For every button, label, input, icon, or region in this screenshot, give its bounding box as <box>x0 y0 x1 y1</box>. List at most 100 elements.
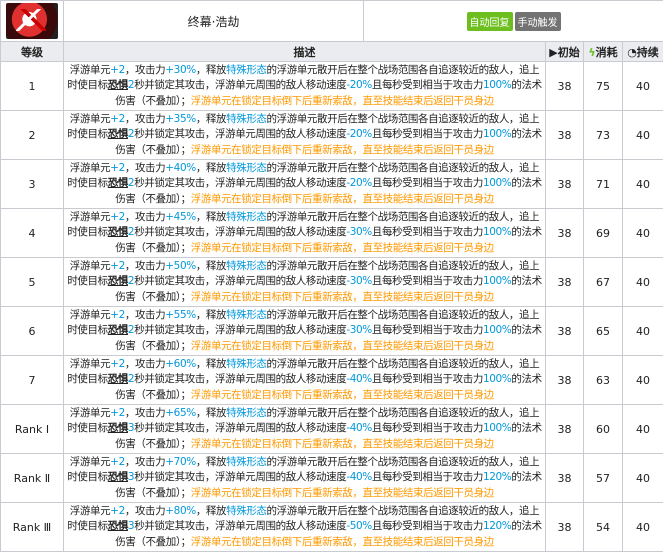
duration: 40 <box>622 306 663 356</box>
header-desc: 描述 <box>63 41 546 62</box>
description-cell: 浮游单元+2，攻击力+50%，释放特殊形态的浮游单元散开后在整个战场范围各自追逐… <box>63 257 546 307</box>
desc-text: 的浮游单元散开后在整个战场范围各自追逐较近的敌人，追上时使目标 <box>67 63 540 92</box>
damage-value: 120% <box>482 520 512 533</box>
desc-text: 秒并锁定其攻击，浮游单元周围的敌人移动速度 <box>134 79 347 92</box>
desc-text: ，攻击力 <box>124 357 166 370</box>
skill-header-row: 终幕·浩劫 自动回复 手动触发 <box>0 0 663 42</box>
initial-sp: 38 <box>545 355 584 405</box>
fear-link: 恐惧 <box>107 471 129 484</box>
header-initial: ▶初始 <box>545 41 584 62</box>
initial-sp: 38 <box>545 453 584 503</box>
retarget-note: 浮游单元在锁定目标倒下后重新索敌，直至技能结束后返回干员身边 <box>190 388 494 401</box>
initial-sp: 38 <box>545 159 584 209</box>
sp-cost: 57 <box>583 453 623 503</box>
desc-text: 秒并锁定其攻击，浮游单元周围的敌人移动速度 <box>134 373 347 386</box>
desc-text: ，攻击力 <box>124 455 166 468</box>
desc-text: ，释放 <box>195 112 227 125</box>
duration: 40 <box>622 61 663 111</box>
desc-text: ，攻击力 <box>124 259 166 272</box>
desc-text: 的浮游单元散开后在整个战场范围各自追逐较近的敌人，追上时使目标 <box>67 112 540 141</box>
slow-value: -30% <box>346 324 372 337</box>
play-icon: ▶ <box>549 45 558 59</box>
damage-value: 100% <box>482 422 512 435</box>
desc-text: ，攻击力 <box>124 210 166 223</box>
fear-duration: 2 <box>127 324 135 337</box>
desc-text: 的法术伤害（不叠加）； <box>115 520 542 548</box>
initial-sp: 38 <box>545 208 584 258</box>
level-cell: 1 <box>0 61 64 111</box>
header-duration: ◔持续 <box>622 41 663 62</box>
fear-duration: 3 <box>127 422 135 435</box>
unit-count: +2 <box>110 161 125 174</box>
desc-text: 秒并锁定其攻击，浮游单元周围的敌人移动速度 <box>134 471 347 484</box>
atk-bonus: +40% <box>165 161 196 174</box>
unit-count: +2 <box>110 504 125 517</box>
sp-cost: 75 <box>583 61 623 111</box>
desc-text: 且每秒受到相当于攻击力 <box>371 324 484 337</box>
desc-text: ，释放 <box>195 161 227 174</box>
desc-text: 且每秒受到相当于攻击力 <box>371 226 484 239</box>
desc-text: ，攻击力 <box>124 161 166 174</box>
header-cost: ϟ消耗 <box>583 41 623 62</box>
desc-text: 且每秒受到相当于攻击力 <box>371 422 484 435</box>
table-row: 2 浮游单元+2，攻击力+35%，释放特殊形态的浮游单元散开后在整个战场范围各自追… <box>0 110 663 160</box>
table-row: Rank Ⅱ 浮游单元+2，攻击力+70%，释放特殊形态的浮游单元散开后在整个战场… <box>0 453 663 503</box>
desc-text: 且每秒受到相当于攻击力 <box>371 79 484 92</box>
initial-sp: 38 <box>545 306 584 356</box>
duration: 40 <box>622 355 663 405</box>
duration: 40 <box>622 502 663 552</box>
retarget-note: 浮游单元在锁定目标倒下后重新索敌，直至技能结束后返回干员身边 <box>190 94 494 107</box>
desc-text: 的浮游单元散开后在整个战场范围各自追逐较近的敌人，追上时使目标 <box>67 357 540 386</box>
desc-text: 的浮游单元散开后在整个战场范围各自追逐较近的敌人，追上时使目标 <box>67 210 540 239</box>
column-headers: 等级 描述 ▶初始 ϟ消耗 ◔持续 <box>0 41 663 62</box>
damage-value: 100% <box>482 275 512 288</box>
special-form-link: 特殊形态 <box>226 455 267 468</box>
level-cell: Rank Ⅰ <box>0 404 64 454</box>
fear-link: 恐惧 <box>107 128 129 141</box>
initial-sp: 38 <box>545 502 584 552</box>
duration: 40 <box>622 404 663 454</box>
special-form-link: 特殊形态 <box>226 308 267 321</box>
level-cell: 2 <box>0 110 64 160</box>
atk-bonus: +80% <box>165 504 196 517</box>
desc-text: 浮游单元 <box>69 259 111 272</box>
desc-text: 浮游单元 <box>69 112 111 125</box>
retarget-note: 浮游单元在锁定目标倒下后重新索敌，直至技能结束后返回干员身边 <box>190 192 494 205</box>
sp-cost: 73 <box>583 110 623 160</box>
fear-duration: 2 <box>127 128 135 141</box>
desc-text: 秒并锁定其攻击，浮游单元周围的敌人移动速度 <box>134 177 347 190</box>
desc-text: 浮游单元 <box>69 308 111 321</box>
level-cell: 3 <box>0 159 64 209</box>
desc-text: 的浮游单元散开后在整个战场范围各自追逐较近的敌人，追上时使目标 <box>67 406 540 435</box>
initial-sp: 38 <box>545 257 584 307</box>
unit-count: +2 <box>110 357 125 370</box>
damage-value: 100% <box>482 128 512 141</box>
retarget-note: 浮游单元在锁定目标倒下后重新索敌，直至技能结束后返回干员身边 <box>190 339 494 352</box>
special-form-link: 特殊形态 <box>226 259 267 272</box>
desc-text: 浮游单元 <box>69 63 111 76</box>
slow-value: -20% <box>346 79 372 92</box>
desc-text: 秒并锁定其攻击，浮游单元周围的敌人移动速度 <box>134 520 347 533</box>
special-form-link: 特殊形态 <box>226 63 267 76</box>
fear-duration: 2 <box>127 226 135 239</box>
description-cell: 浮游单元+2，攻击力+65%，释放特殊形态的浮游单元散开后在整个战场范围各自追逐… <box>63 404 546 454</box>
sp-cost: 69 <box>583 208 623 258</box>
fear-link: 恐惧 <box>107 520 129 533</box>
duration: 40 <box>622 453 663 503</box>
fear-link: 恐惧 <box>107 177 129 190</box>
desc-text: 的浮游单元散开后在整个战场范围各自追逐较近的敌人，追上时使目标 <box>67 504 540 533</box>
desc-text: ，释放 <box>195 357 227 370</box>
level-cell: 4 <box>0 208 64 258</box>
table-row: Rank Ⅰ 浮游单元+2，攻击力+65%，释放特殊形态的浮游单元散开后在整个战场… <box>0 404 663 454</box>
retarget-note: 浮游单元在锁定目标倒下后重新索敌，直至技能结束后返回干员身边 <box>190 290 494 303</box>
fear-link: 恐惧 <box>107 373 129 386</box>
desc-text: 的法术伤害（不叠加）； <box>115 373 542 401</box>
desc-text: 的法术伤害（不叠加）； <box>115 471 542 499</box>
slow-value: -30% <box>346 275 372 288</box>
atk-bonus: +60% <box>165 357 196 370</box>
slow-value: -30% <box>346 226 372 239</box>
desc-text: 且每秒受到相当于攻击力 <box>371 128 484 141</box>
skill-tags: 自动回复 手动触发 <box>363 0 663 42</box>
